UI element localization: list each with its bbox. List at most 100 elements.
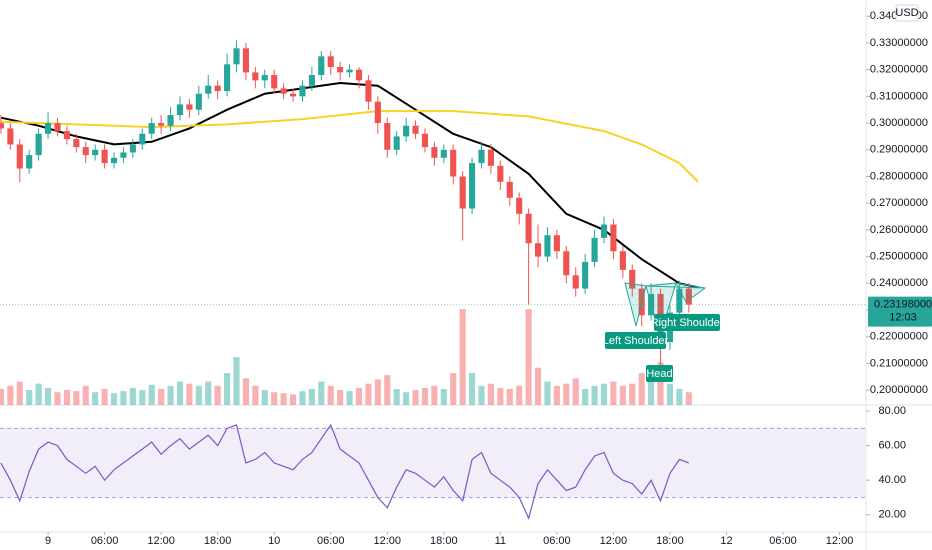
candle-body xyxy=(44,123,52,134)
currency-box xyxy=(895,4,919,22)
volume-bar xyxy=(572,378,579,405)
annotation-box xyxy=(654,314,720,331)
candle-body xyxy=(252,72,259,81)
volume-bar xyxy=(582,389,589,405)
volume-bar xyxy=(403,392,410,405)
volume-bar xyxy=(431,385,438,405)
x-tick-label: 12:00 xyxy=(147,535,175,547)
candle-body xyxy=(92,149,99,156)
last-price-box xyxy=(868,296,932,327)
x-tick-label: 06:00 xyxy=(543,535,571,547)
candle-body xyxy=(563,251,570,276)
candle-body xyxy=(214,85,221,92)
candle-body xyxy=(384,123,391,150)
volume-bar xyxy=(619,385,626,405)
volume-bar xyxy=(469,373,476,405)
candle-body xyxy=(403,125,410,137)
candle-body xyxy=(421,133,429,148)
volume-bar xyxy=(365,383,372,405)
annotation-box xyxy=(646,365,673,382)
currency: USD xyxy=(895,7,918,19)
candle-body xyxy=(271,75,278,89)
volume-bar xyxy=(544,381,551,405)
volume-bar xyxy=(82,385,89,405)
volume-bar xyxy=(327,385,334,405)
y-tick-label: 0.30000000 xyxy=(870,117,928,129)
candle-body xyxy=(7,128,14,145)
y-tick-label: 0.31000000 xyxy=(870,90,928,102)
candle-body xyxy=(54,123,61,132)
candle-body xyxy=(242,48,249,73)
x-tick-label: 18:00 xyxy=(656,535,684,547)
volume-bar xyxy=(7,385,14,405)
candle-body xyxy=(544,235,551,257)
candle-body xyxy=(327,56,334,68)
candle-body xyxy=(534,243,542,257)
candle-body xyxy=(16,144,23,169)
y-tick-label: 0.29000000 xyxy=(870,144,928,156)
volume-bar xyxy=(167,385,174,405)
volume-bar xyxy=(101,389,108,405)
candle-body xyxy=(346,69,353,73)
candle-body xyxy=(0,123,5,129)
candle-body xyxy=(289,93,297,97)
x-tick-label: 18:00 xyxy=(204,535,232,547)
x-tick-label: 10 xyxy=(268,535,280,547)
last-price-label: 0.23198000 xyxy=(874,299,932,311)
candle-body xyxy=(582,261,589,289)
volume-bar xyxy=(129,387,136,405)
candle-body xyxy=(186,104,193,110)
volume-bar xyxy=(648,378,655,405)
volume-bar xyxy=(195,385,202,405)
volume-bar xyxy=(384,375,391,405)
candle-body xyxy=(167,115,174,126)
candle-body xyxy=(224,64,231,92)
candle-body xyxy=(318,56,325,76)
candle-body xyxy=(553,235,560,252)
x-tick-label: 12:00 xyxy=(826,535,854,547)
volume-bar xyxy=(271,392,278,405)
candle-body xyxy=(355,69,363,81)
annotation: Right Shoulder xyxy=(651,317,724,329)
x-tick-label: 06:00 xyxy=(769,535,797,547)
volume-bar xyxy=(176,381,184,405)
candle-body xyxy=(469,163,476,209)
volume-bar xyxy=(205,381,212,405)
candle-body xyxy=(26,155,33,169)
moving-average xyxy=(0,110,699,183)
volume-bar xyxy=(110,393,118,405)
y-tick-label: 0.21000000 xyxy=(870,357,928,369)
volume-bar xyxy=(591,385,598,405)
candle-body xyxy=(261,75,268,81)
candle-body xyxy=(73,139,80,148)
candle-body xyxy=(487,149,494,166)
volume-bar xyxy=(252,385,259,405)
candle-body xyxy=(195,93,202,110)
neckline xyxy=(645,285,706,289)
marks: 0.200000000.210000000.220000000.23000000… xyxy=(0,4,932,547)
volume-bar xyxy=(186,383,193,405)
volume-bar xyxy=(459,309,466,405)
volume-bar xyxy=(497,387,504,405)
volume-bar xyxy=(563,383,570,405)
volume-bar xyxy=(233,357,240,405)
x-tick-label: 06:00 xyxy=(317,535,345,547)
volume-bar xyxy=(685,392,692,405)
overlay: Left Shoulder Head Right Shoulder xyxy=(603,282,724,382)
candle-body xyxy=(478,149,485,164)
y-tick-label: 0.32000000 xyxy=(870,64,928,76)
candle-body xyxy=(450,149,457,177)
volume-bar xyxy=(120,391,127,405)
candle-body xyxy=(393,136,400,150)
y-tick-label: 80.00 xyxy=(878,405,906,417)
candle-body xyxy=(176,104,184,116)
x-tick-label: 12:00 xyxy=(600,535,628,547)
volume-bar xyxy=(299,391,306,405)
candle-body xyxy=(629,269,636,289)
volume-bar xyxy=(16,381,23,405)
y-tick-label: 60.00 xyxy=(878,440,906,452)
rsi-line xyxy=(0,423,690,520)
volume-bar xyxy=(139,390,146,405)
volume-bar xyxy=(0,389,5,405)
